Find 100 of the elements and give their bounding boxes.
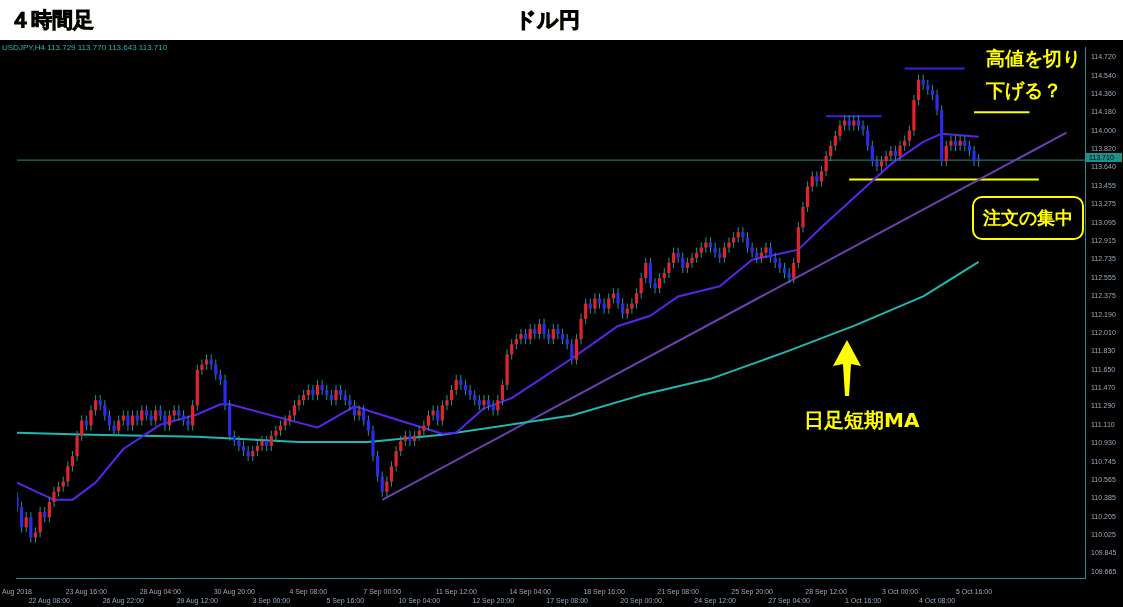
candlestick [274, 425, 278, 442]
candlestick [445, 394, 449, 411]
candlestick [389, 460, 394, 488]
candlestick [93, 394, 98, 416]
candlestick [75, 430, 79, 462]
candlestick [200, 358, 204, 376]
candlestick [29, 511, 33, 544]
annotation: 注文の集中 [972, 196, 1084, 240]
candlestick [866, 125, 870, 152]
candlestick [556, 323, 560, 340]
candlestick [838, 119, 842, 142]
candlestick [805, 180, 810, 213]
candlestick [436, 404, 440, 427]
candlestick [283, 414, 287, 432]
candlestick [500, 379, 505, 406]
candlestick [426, 409, 431, 432]
chart-title: ドル円 [515, 7, 580, 34]
candlestick [787, 267, 791, 284]
candlestick [496, 394, 500, 416]
candlestick [89, 404, 93, 432]
candlestick [482, 394, 486, 411]
candlestick [537, 318, 542, 340]
candlestick [907, 125, 911, 147]
candlestick [916, 74, 921, 106]
candlestick [357, 404, 361, 422]
candlestick [551, 323, 555, 345]
candlestick [634, 287, 639, 310]
candlestick [570, 338, 574, 366]
candlestick [801, 201, 805, 233]
candlestick [574, 333, 579, 366]
candlestick [764, 242, 768, 259]
candlestick [19, 501, 24, 533]
candlestick [510, 338, 514, 360]
candlestick [639, 272, 643, 299]
candlestick [126, 409, 130, 432]
chart-subtitle: ４時間足 [10, 7, 94, 34]
candlestick [366, 414, 370, 437]
candlestick [38, 506, 42, 539]
candlestick [399, 435, 403, 457]
candlestick [792, 257, 796, 284]
candlestick [408, 430, 412, 447]
candlestick [676, 247, 680, 264]
candlestick [112, 420, 116, 437]
candlestick [607, 292, 611, 315]
candlestick [819, 165, 824, 188]
candlestick [167, 409, 172, 432]
candlestick [579, 313, 583, 345]
candlestick [66, 460, 70, 488]
candlestick [191, 399, 195, 432]
candlestick [519, 328, 523, 345]
candlestick [24, 511, 28, 533]
candlestick [690, 252, 694, 269]
candlestick [149, 409, 153, 427]
candlestick [214, 358, 218, 381]
candlestick [163, 409, 167, 432]
candlestick [186, 414, 190, 432]
candlestick [658, 272, 662, 294]
candlestick [237, 435, 241, 452]
candlestick [616, 287, 620, 310]
candlestick [810, 170, 814, 193]
candlestick [103, 399, 107, 422]
candlestick [949, 135, 953, 152]
candlestick [394, 445, 398, 472]
candlestick [630, 297, 634, 315]
candlestick [362, 404, 366, 427]
candlestick [449, 384, 454, 406]
annotation: 高値を切り下げる？ [986, 46, 1082, 103]
candlestick [671, 247, 676, 269]
candlestick [70, 450, 75, 472]
annotation: USDJPY,H4 113.729 113.770 113.643 113.710 [2, 43, 168, 53]
candlestick [269, 430, 273, 452]
candlestick [648, 257, 653, 289]
candlestick [667, 257, 671, 279]
candlestick [861, 119, 865, 137]
candlestick [380, 470, 384, 498]
candlestick [431, 404, 435, 422]
candlestick [741, 226, 745, 244]
candlestick [376, 450, 380, 483]
candlestick [704, 236, 708, 254]
candlestick [468, 384, 472, 401]
candlestick [52, 486, 56, 508]
annotation: 日足短期MA [804, 407, 920, 434]
candlestick [542, 318, 546, 340]
candlestick [80, 414, 84, 442]
candlestick [297, 394, 301, 411]
candlestick [140, 404, 144, 427]
candlestick [315, 379, 320, 401]
candlestick [713, 242, 717, 259]
candlestick [750, 242, 754, 259]
candlestick [320, 379, 324, 396]
candlestick [352, 399, 357, 422]
candlestick [745, 231, 750, 254]
candlestick [260, 435, 264, 452]
candlestick [385, 475, 389, 498]
candlestick [778, 257, 782, 274]
candlestick [454, 374, 458, 396]
candlestick [621, 297, 625, 320]
candlestick [727, 236, 731, 254]
candlestick [593, 292, 597, 315]
candlestick [130, 409, 135, 432]
